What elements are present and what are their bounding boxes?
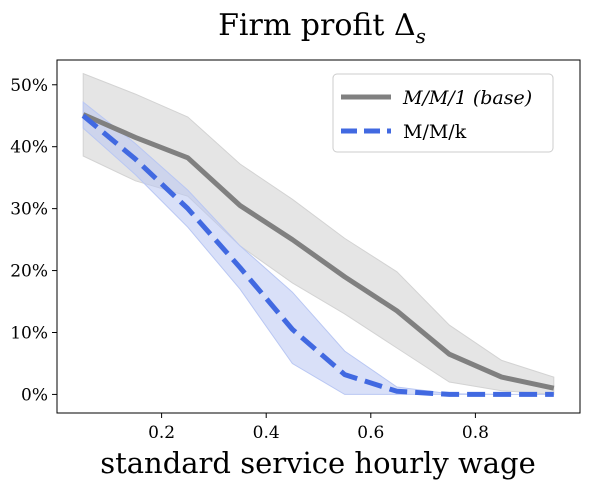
chart-title-main: Firm profit Δ — [218, 8, 416, 43]
series-line-1 — [81, 113, 554, 397]
y-tick-label: 10% — [10, 323, 48, 343]
x-axis: 0.2 0.4 0.6 0.8 — [148, 413, 489, 443]
y-tick-label: 50% — [10, 76, 48, 96]
y-tick-label: 30% — [10, 200, 48, 220]
y-tick-label: 0% — [21, 385, 48, 405]
x-tick-label: 0.6 — [357, 423, 384, 443]
x-tick-label: 0.2 — [148, 423, 175, 443]
chart-title-subscript: s — [416, 24, 426, 48]
x-axis-label: standard service hourly wage — [100, 446, 536, 480]
y-tick-label: 20% — [10, 262, 48, 282]
series-line-0 — [82, 112, 555, 391]
legend-label-mm1: M/M/1 (base) — [402, 87, 532, 109]
plot-frame — [56, 59, 581, 414]
plot-area: 0.2 0.4 0.6 0.8 0% 10% 20% 30% 40% 50% — [10, 59, 581, 443]
series-lines — [81, 112, 555, 397]
y-tick-label: 40% — [10, 138, 48, 158]
legend-label-mmk: M/M/k — [403, 121, 467, 143]
x-tick-label: 0.4 — [253, 423, 280, 443]
chart-title: Firm profit Δs — [218, 8, 426, 48]
legend: M/M/1 (base) M/M/k — [332, 73, 554, 153]
y-axis: 0% 10% 20% 30% 40% 50% — [10, 76, 57, 405]
x-tick-label: 0.8 — [462, 423, 489, 443]
